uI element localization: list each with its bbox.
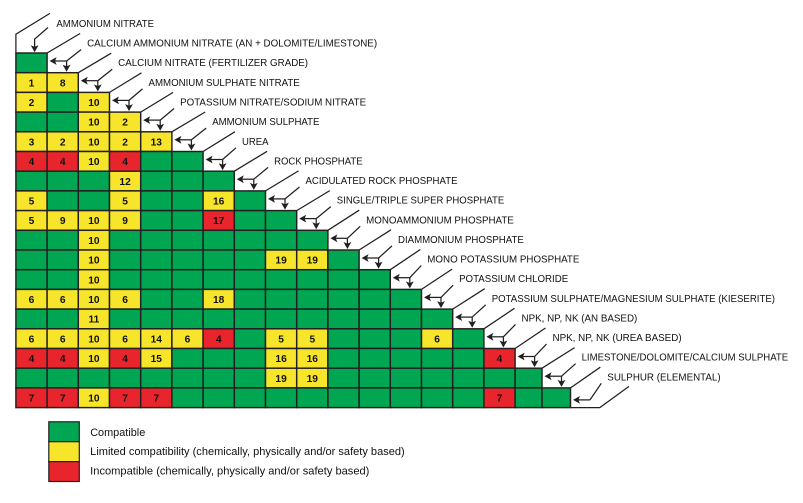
svg-text:19: 19	[307, 256, 319, 267]
svg-text:SULPHUR (ELEMENTAL): SULPHUR (ELEMENTAL)	[607, 372, 720, 383]
svg-text:19: 19	[275, 374, 287, 385]
svg-text:6: 6	[122, 334, 128, 345]
svg-text:6: 6	[185, 334, 191, 345]
svg-text:5: 5	[309, 334, 315, 345]
svg-text:6: 6	[60, 295, 66, 306]
svg-text:NPK, NP, NK (AN BASED): NPK, NP, NK (AN BASED)	[522, 313, 638, 324]
svg-text:POTASSIUM CHLORIDE: POTASSIUM CHLORIDE	[459, 274, 569, 285]
svg-text:10: 10	[88, 236, 100, 247]
svg-text:7: 7	[497, 394, 503, 405]
svg-text:4: 4	[29, 354, 35, 365]
svg-text:10: 10	[88, 295, 100, 306]
svg-text:10: 10	[88, 275, 100, 286]
svg-text:10: 10	[88, 118, 100, 129]
svg-text:5: 5	[29, 197, 35, 208]
svg-text:12: 12	[119, 177, 131, 188]
svg-text:4: 4	[216, 334, 222, 345]
svg-text:1: 1	[29, 78, 35, 89]
svg-text:2: 2	[29, 98, 35, 109]
svg-text:MONO POTASSIUM PHOSPHATE: MONO POTASSIUM PHOSPHATE	[427, 255, 580, 266]
svg-text:Compatible: Compatible	[90, 427, 145, 439]
svg-text:19: 19	[275, 256, 287, 267]
svg-text:18: 18	[213, 295, 225, 306]
svg-text:10: 10	[88, 157, 100, 168]
svg-text:ROCK PHOSPHATE: ROCK PHOSPHATE	[274, 156, 363, 167]
svg-text:10: 10	[88, 394, 100, 405]
svg-text:10: 10	[88, 256, 100, 267]
svg-text:10: 10	[88, 334, 100, 345]
svg-text:11: 11	[89, 315, 100, 326]
svg-text:MONOAMMONIUM PHOSPHATE: MONOAMMONIUM PHOSPHATE	[366, 215, 514, 226]
svg-text:19: 19	[307, 374, 319, 385]
svg-text:7: 7	[60, 394, 66, 405]
svg-text:3: 3	[29, 137, 35, 148]
svg-text:10: 10	[88, 216, 100, 227]
svg-text:UREA: UREA	[242, 137, 269, 148]
svg-text:DIAMMONIUM PHOSPHATE: DIAMMONIUM PHOSPHATE	[398, 235, 524, 246]
svg-text:16: 16	[275, 354, 287, 365]
svg-text:4: 4	[60, 354, 66, 365]
svg-text:4: 4	[122, 354, 128, 365]
svg-text:4: 4	[497, 354, 503, 365]
svg-text:Incompatible (chemically, phys: Incompatible (chemically, physically and…	[90, 465, 369, 477]
svg-text:CALCIUM AMMONIUM NITRATE (AN: CALCIUM AMMONIUM NITRATE (AN + DOLOMITE/…	[87, 39, 377, 50]
svg-text:7: 7	[153, 394, 159, 405]
svg-text:15: 15	[151, 354, 163, 365]
svg-text:10: 10	[88, 98, 100, 109]
svg-text:CALCIUM NITRATE (FERTILIZER GR: CALCIUM NITRATE (FERTILIZER GRADE)	[118, 58, 308, 69]
svg-text:7: 7	[29, 394, 35, 405]
svg-text:5: 5	[278, 334, 284, 345]
svg-text:5: 5	[122, 197, 128, 208]
svg-text:10: 10	[88, 137, 100, 148]
svg-text:6: 6	[29, 295, 35, 306]
svg-text:16: 16	[307, 354, 319, 365]
svg-text:17: 17	[213, 216, 225, 227]
svg-text:9: 9	[60, 216, 66, 227]
svg-text:2: 2	[60, 137, 66, 148]
svg-text:AMMONIUM SULPHATE: AMMONIUM SULPHATE	[212, 117, 320, 128]
svg-text:6: 6	[60, 334, 66, 345]
svg-text:4: 4	[60, 157, 66, 168]
svg-text:14: 14	[151, 334, 163, 345]
svg-text:Limited compatibility (chemica: Limited compatibility (chemically, physi…	[90, 446, 405, 458]
svg-text:2: 2	[122, 118, 128, 129]
svg-text:4: 4	[122, 157, 128, 168]
svg-text:LIMESTONE/DOLOMITE/CALCIUM SUL: LIMESTONE/DOLOMITE/CALCIUM SULPHATE	[582, 353, 789, 364]
svg-text:13: 13	[151, 137, 163, 148]
svg-text:ACIDULATED ROCK PHOSPHATE: ACIDULATED ROCK PHOSPHATE	[306, 176, 459, 187]
svg-text:6: 6	[29, 334, 35, 345]
svg-text:7: 7	[122, 394, 128, 405]
svg-text:SINGLE/TRIPLE SUPER PHOSPHATE: SINGLE/TRIPLE SUPER PHOSPHATE	[337, 196, 505, 207]
svg-text:6: 6	[434, 334, 440, 345]
svg-text:NPK, NP, NK (UREA BASED): NPK, NP, NK (UREA BASED)	[553, 333, 682, 344]
svg-text:POTASSIUM NITRATE/SODIUM NITRA: POTASSIUM NITRATE/SODIUM NITRATE	[180, 98, 367, 109]
svg-text:10: 10	[88, 354, 100, 365]
svg-text:AMMONIUM NITRATE: AMMONIUM NITRATE	[56, 19, 154, 30]
svg-text:9: 9	[122, 216, 128, 227]
svg-text:AMMONIUM SULPHATE NITRATE: AMMONIUM SULPHATE NITRATE	[149, 78, 301, 89]
svg-text:8: 8	[60, 78, 66, 89]
svg-text:4: 4	[29, 157, 35, 168]
svg-text:5: 5	[29, 216, 35, 227]
svg-text:16: 16	[213, 197, 225, 208]
svg-text:6: 6	[122, 295, 128, 306]
svg-text:2: 2	[122, 137, 128, 148]
svg-text:POTASSIUM SULPHATE/MAGNESIUM S: POTASSIUM SULPHATE/MAGNESIUM SULPHATE (K…	[492, 294, 775, 305]
